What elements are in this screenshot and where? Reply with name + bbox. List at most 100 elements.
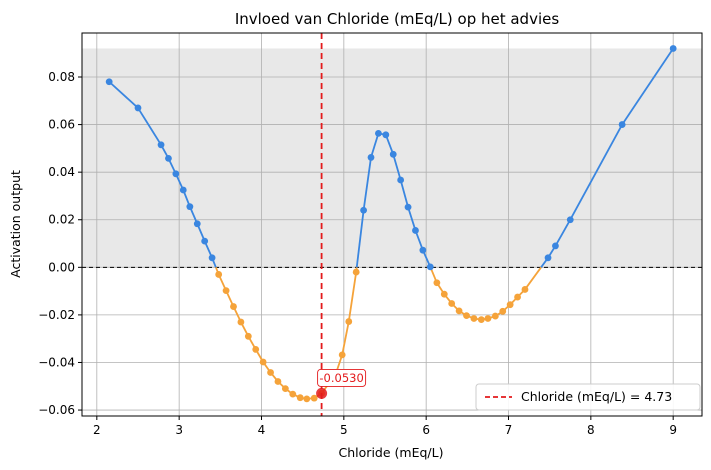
y-tick-label: 0.02 bbox=[48, 213, 75, 227]
x-tick-label: 9 bbox=[669, 423, 677, 437]
data-point bbox=[179, 186, 187, 194]
data-point bbox=[215, 271, 223, 278]
annotation-marker bbox=[316, 387, 328, 399]
annotation-text: -0.0530 bbox=[319, 371, 363, 385]
data-point bbox=[367, 154, 375, 161]
data-point bbox=[448, 300, 456, 307]
series-segment bbox=[362, 157, 372, 211]
series-segment bbox=[347, 271, 358, 322]
data-point bbox=[134, 104, 142, 112]
series-segment bbox=[137, 107, 162, 146]
data-point bbox=[521, 286, 529, 293]
data-point bbox=[105, 78, 113, 86]
data-point bbox=[566, 216, 574, 224]
data-point bbox=[440, 290, 448, 298]
data-point bbox=[499, 307, 507, 315]
data-point bbox=[382, 131, 390, 139]
y-tick-label: 0.06 bbox=[48, 118, 75, 132]
data-point bbox=[506, 301, 514, 309]
series-segment bbox=[370, 133, 380, 158]
series-segment bbox=[407, 206, 417, 231]
y-tick-label: 0.04 bbox=[48, 165, 75, 179]
x-tick-label: 7 bbox=[505, 423, 513, 437]
data-point bbox=[375, 129, 382, 137]
plot-frame bbox=[81, 32, 703, 417]
series-segment bbox=[341, 321, 350, 356]
y-tick-label: 0.00 bbox=[48, 260, 75, 274]
data-point bbox=[345, 318, 353, 325]
data-point bbox=[514, 293, 521, 301]
x-tick-label: 3 bbox=[175, 423, 183, 437]
data-point bbox=[544, 254, 552, 262]
series-segment bbox=[355, 210, 365, 268]
x-tick-label: 6 bbox=[422, 423, 430, 437]
data-point bbox=[281, 385, 289, 393]
series-segment bbox=[384, 134, 395, 155]
data-point bbox=[172, 170, 180, 178]
y-tick-label: 0.08 bbox=[48, 70, 75, 84]
data-point bbox=[193, 220, 201, 228]
data-point bbox=[222, 287, 230, 295]
plot-area: -0.0530 2 3 4 5 6 7 8 9 −0.06 −0.04 −0.02 0.00 0.02 0.… bbox=[38, 32, 703, 437]
data-point bbox=[165, 154, 172, 162]
x-axis-label: Chloride (mEq/L) bbox=[339, 445, 444, 460]
data-point bbox=[412, 227, 419, 234]
x-tick-label: 5 bbox=[340, 423, 348, 437]
data-point bbox=[296, 394, 304, 402]
series-segment bbox=[554, 219, 572, 247]
annotation-box bbox=[317, 368, 367, 387]
legend-vline-label: Chloride (mEq/L) = 4.73 bbox=[521, 389, 672, 404]
data-point bbox=[484, 315, 492, 322]
data-point bbox=[259, 358, 267, 366]
series-segment bbox=[524, 266, 542, 290]
data-point bbox=[157, 141, 165, 149]
legend: Chloride (mEq/L) = 4.73 bbox=[475, 383, 701, 411]
data-point bbox=[463, 312, 470, 320]
data-point bbox=[360, 206, 367, 214]
chart-title: Invloed van Chloride (mEq/L) op het advi… bbox=[235, 10, 560, 28]
data-point bbox=[310, 394, 318, 402]
data-point bbox=[186, 203, 194, 211]
positive-region-shading bbox=[82, 48, 702, 268]
data-point bbox=[669, 45, 677, 52]
data-point bbox=[477, 316, 485, 324]
data-point bbox=[470, 315, 478, 322]
data-point bbox=[426, 263, 434, 271]
y-tick-label: −0.02 bbox=[38, 308, 75, 322]
data-point bbox=[455, 307, 463, 315]
y-axis-label: Activation output bbox=[8, 170, 23, 278]
legend-box bbox=[475, 383, 701, 411]
data-point bbox=[237, 318, 245, 326]
series-segment bbox=[569, 124, 623, 221]
data-point bbox=[274, 378, 282, 385]
data-point bbox=[303, 395, 311, 403]
data-point bbox=[618, 121, 626, 128]
x-tick-label: 2 bbox=[93, 423, 101, 437]
series-segment bbox=[392, 154, 402, 181]
data-point bbox=[552, 242, 559, 250]
data-point bbox=[433, 279, 441, 287]
x-tick-label: 8 bbox=[587, 423, 595, 437]
data-point bbox=[338, 351, 346, 359]
data-point bbox=[404, 203, 412, 211]
data-point bbox=[419, 246, 427, 254]
data-point bbox=[208, 254, 216, 262]
data-point bbox=[397, 176, 405, 184]
data-point bbox=[491, 312, 499, 320]
data-point bbox=[244, 332, 252, 340]
series-segment bbox=[108, 81, 139, 109]
data-point bbox=[230, 303, 237, 310]
data-point bbox=[352, 268, 360, 276]
series-segment bbox=[621, 47, 674, 126]
data-point bbox=[201, 237, 209, 245]
data-point bbox=[289, 390, 297, 398]
series-segment bbox=[414, 230, 424, 251]
x-tick-label: 4 bbox=[258, 423, 266, 437]
y-tick-label: −0.04 bbox=[38, 355, 75, 369]
data-point bbox=[267, 369, 274, 376]
data-point bbox=[389, 150, 397, 158]
y-tick-label: −0.06 bbox=[38, 403, 75, 417]
series-segment bbox=[399, 179, 409, 208]
data-point bbox=[252, 345, 260, 353]
